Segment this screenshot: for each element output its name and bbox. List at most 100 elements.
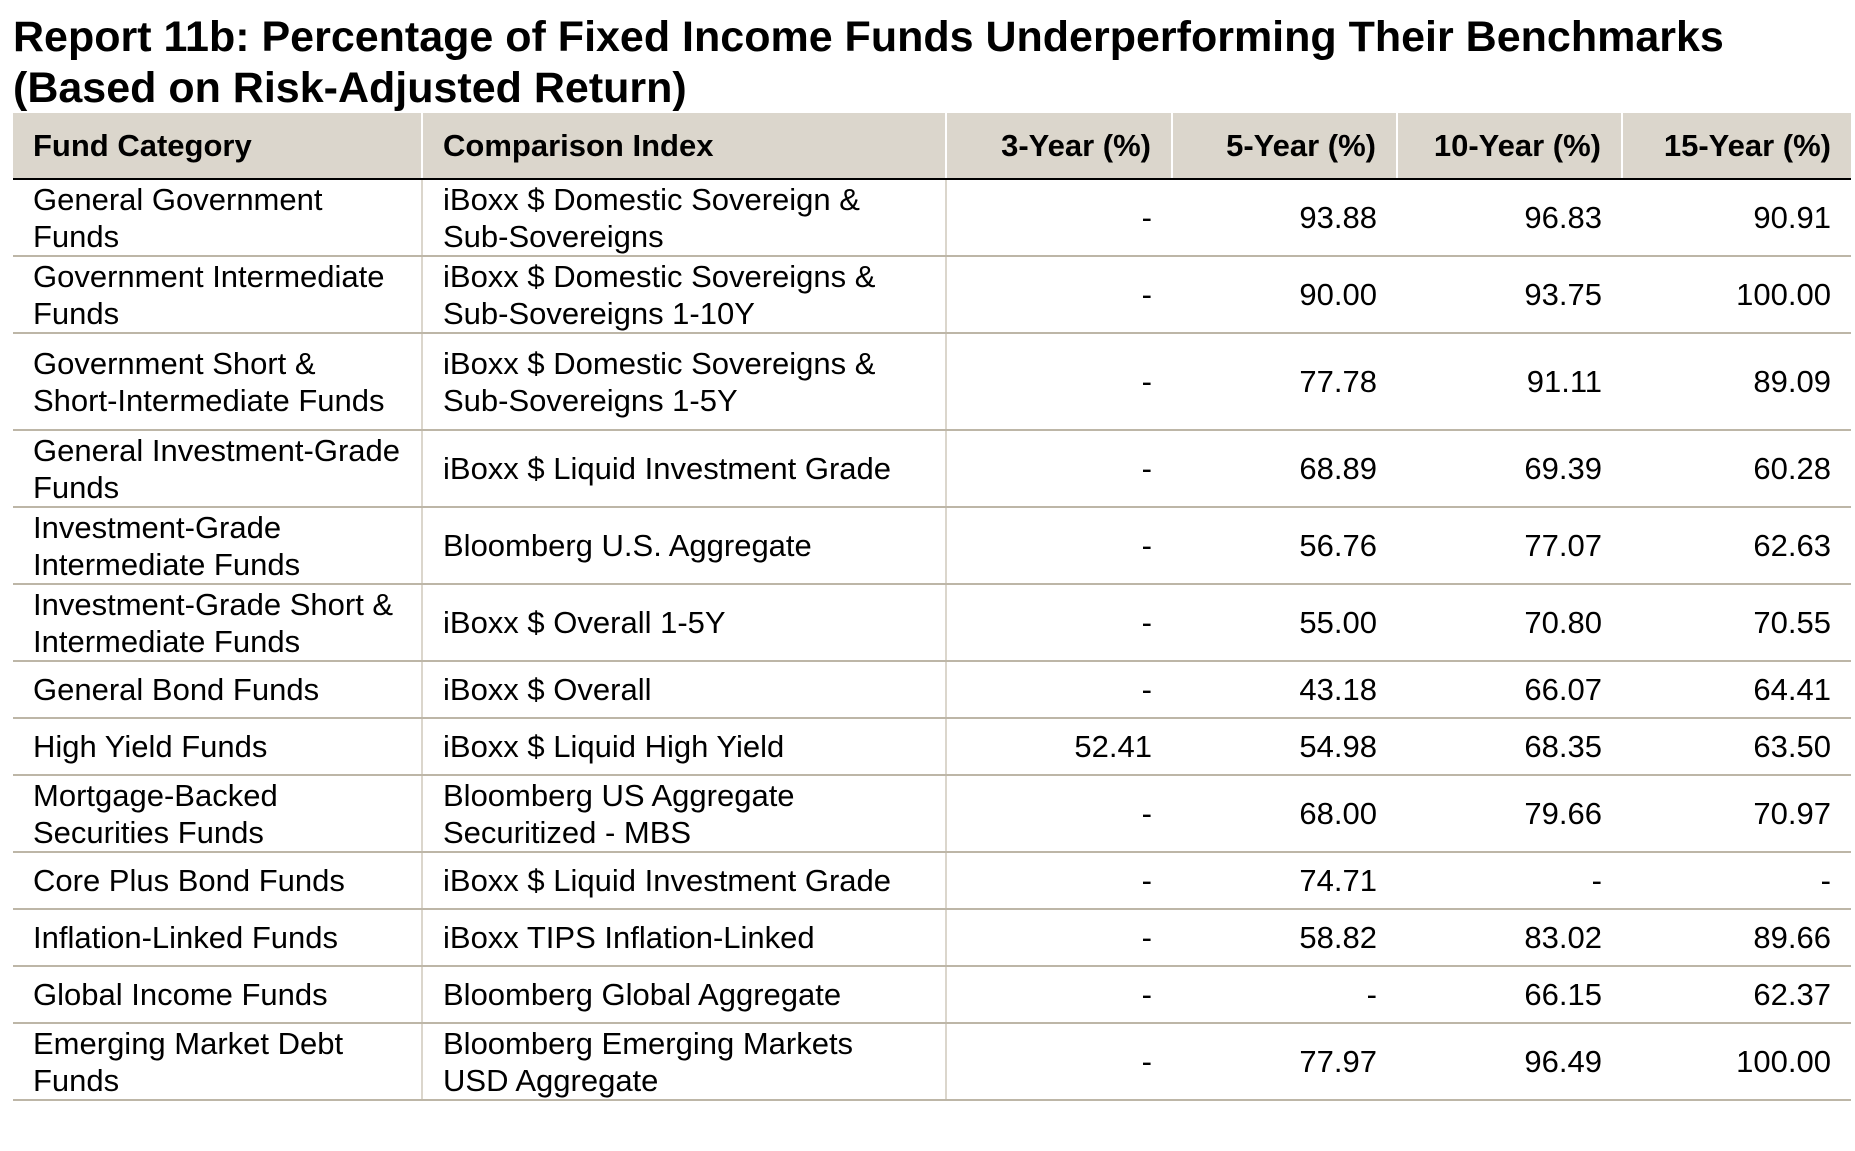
ten-year-value-cell: 77.07	[1397, 507, 1622, 585]
table-row: General Investment-Grade Funds iBoxx $ Li…	[13, 430, 1851, 508]
comparison-index-cell: iBoxx $ Domestic Sovereign & Sub-Soverei…	[422, 179, 946, 257]
three-year-value-cell: -	[945, 507, 1172, 585]
fund-category-cell: Emerging Market Debt Funds	[13, 1023, 423, 1101]
fund-category-cell: Government Short & Short-Intermediate Fu…	[13, 333, 423, 431]
five-year-value-cell: 43.18	[1172, 661, 1397, 719]
ten-year-value-cell: 93.75	[1397, 256, 1622, 334]
header-row: Fund Category Comparison Index 3-Year (%…	[13, 113, 1851, 180]
comparison-index-cell: iBoxx $ Overall	[422, 661, 946, 719]
five-year-value-cell: 90.00	[1172, 256, 1397, 334]
fund-category-cell: General Investment-Grade Funds	[13, 430, 423, 508]
fifteen-year-value-cell: 70.97	[1622, 775, 1851, 853]
five-year-value-cell: 93.88	[1172, 179, 1397, 257]
column-header-5-year: 5-Year (%)	[1172, 113, 1398, 180]
title-line-2: (Based on Risk-Adjusted Return)	[13, 64, 687, 112]
three-year-value-cell: -	[945, 256, 1172, 334]
five-year-value-cell: 54.98	[1172, 718, 1397, 776]
ten-year-value-cell: 68.35	[1397, 718, 1622, 776]
fifteen-year-value-cell: 62.63	[1622, 507, 1851, 585]
table-row: Core Plus Bond Funds iBoxx $ Liquid Inves…	[13, 852, 1851, 910]
fifteen-year-value-cell: 62.37	[1622, 966, 1851, 1024]
table-row: Government Short & Short-Intermediate Fu…	[13, 333, 1851, 431]
comparison-index-cell: Bloomberg Global Aggregate	[422, 966, 946, 1024]
fifteen-year-value-cell: 70.55	[1622, 584, 1851, 662]
ten-year-value-cell: 83.02	[1397, 909, 1622, 967]
comparison-index-cell: iBoxx $ Domestic Sovereigns & Sub-Sovere…	[422, 256, 946, 334]
three-year-value-cell: -	[945, 179, 1172, 257]
five-year-value-cell: 74.71	[1172, 852, 1397, 910]
five-year-value-cell: 55.00	[1172, 584, 1397, 662]
table-row: Global Income Funds Bloomberg Global Aggr…	[13, 966, 1851, 1024]
fifteen-year-value-cell: 89.66	[1622, 909, 1851, 967]
three-year-value-cell: -	[945, 1023, 1172, 1101]
table-row: Emerging Market Debt Funds Bloomberg Emer…	[13, 1023, 1851, 1101]
table-row: General Bond Funds iBoxx $ Overall -43.18 6…	[13, 661, 1851, 719]
table-row: Government Intermediate Funds iBoxx $ Dom…	[13, 256, 1851, 334]
comparison-index-cell: iBoxx $ Liquid Investment Grade	[422, 430, 946, 508]
column-header-comparison-index: Comparison Index	[422, 113, 947, 180]
fund-category-cell: High Yield Funds	[13, 718, 423, 776]
ten-year-value-cell: 70.80	[1397, 584, 1622, 662]
fund-category-cell: Investment-Grade Short & Intermediate Fu…	[13, 584, 423, 662]
fifteen-year-value-cell: 100.00	[1622, 1023, 1851, 1101]
three-year-value-cell: -	[945, 909, 1172, 967]
five-year-value-cell: 77.78	[1172, 333, 1397, 431]
column-header-fund-category: Fund Category	[13, 113, 423, 180]
five-year-value-cell: 68.00	[1172, 775, 1397, 853]
three-year-value-cell: -	[945, 584, 1172, 662]
ten-year-value-cell: 66.07	[1397, 661, 1622, 719]
fifteen-year-value-cell: 100.00	[1622, 256, 1851, 334]
ten-year-value-cell: 79.66	[1397, 775, 1622, 853]
fund-category-cell: Government Intermediate Funds	[13, 256, 423, 334]
ten-year-value-cell: 96.49	[1397, 1023, 1622, 1101]
five-year-value-cell: 58.82	[1172, 909, 1397, 967]
five-year-value-cell: 77.97	[1172, 1023, 1397, 1101]
table-row: General Government Funds iBoxx $ Domestic…	[13, 179, 1851, 257]
three-year-value-cell: -	[945, 775, 1172, 853]
comparison-index-cell: iBoxx $ Liquid Investment Grade	[422, 852, 946, 910]
comparison-index-cell: iBoxx $ Overall 1-5Y	[422, 584, 946, 662]
three-year-value-cell: 52.41	[945, 718, 1172, 776]
table-body: General Government Funds iBoxx $ Domestic…	[13, 179, 1851, 1101]
fund-category-cell: Global Income Funds	[13, 966, 423, 1024]
ten-year-value-cell: 91.11	[1397, 333, 1622, 431]
fifteen-year-value-cell: 60.28	[1622, 430, 1851, 508]
fund-category-cell: General Government Funds	[13, 179, 423, 257]
table-row: Investment-Grade Intermediate Funds Bloom…	[13, 507, 1851, 585]
fund-category-cell: General Bond Funds	[13, 661, 423, 719]
fifteen-year-value-cell: -	[1622, 852, 1851, 910]
five-year-value-cell: 56.76	[1172, 507, 1397, 585]
ten-year-value-cell: 69.39	[1397, 430, 1622, 508]
comparison-index-cell: iBoxx $ Domestic Sovereigns & Sub-Sovere…	[422, 333, 946, 431]
three-year-value-cell: -	[945, 333, 1172, 431]
table-row: Mortgage-Backed Securities Funds Bloomber…	[13, 775, 1851, 853]
report-title: Report 11b: Percentage of Fixed Income F…	[13, 12, 1833, 114]
fifteen-year-value-cell: 64.41	[1622, 661, 1851, 719]
fifteen-year-value-cell: 63.50	[1622, 718, 1851, 776]
fund-underperformance-table: Fund Category Comparison Index 3-Year (%…	[13, 113, 1851, 1101]
ten-year-value-cell: -	[1397, 852, 1622, 910]
fund-category-cell: Mortgage-Backed Securities Funds	[13, 775, 423, 853]
fifteen-year-value-cell: 89.09	[1622, 333, 1851, 431]
comparison-index-cell: Bloomberg U.S. Aggregate	[422, 507, 946, 585]
five-year-value-cell: 68.89	[1172, 430, 1397, 508]
comparison-index-cell: Bloomberg Emerging Markets USD Aggregate	[422, 1023, 946, 1101]
fund-category-cell: Investment-Grade Intermediate Funds	[13, 507, 423, 585]
comparison-index-cell: Bloomberg US Aggregate Securitized - MBS	[422, 775, 946, 853]
fifteen-year-value-cell: 90.91	[1622, 179, 1851, 257]
ten-year-value-cell: 66.15	[1397, 966, 1622, 1024]
three-year-value-cell: -	[945, 430, 1172, 508]
table-row: High Yield Funds iBoxx $ Liquid High Yiel…	[13, 718, 1851, 776]
title-line-1: Report 11b: Percentage of Fixed Income F…	[13, 13, 1724, 61]
column-header-10-year: 10-Year (%)	[1397, 113, 1623, 180]
comparison-index-cell: iBoxx TIPS Inflation-Linked	[422, 909, 946, 967]
ten-year-value-cell: 96.83	[1397, 179, 1622, 257]
five-year-value-cell: -	[1172, 966, 1397, 1024]
three-year-value-cell: -	[945, 852, 1172, 910]
comparison-index-cell: iBoxx $ Liquid High Yield	[422, 718, 946, 776]
table-row: Inflation-Linked Funds iBoxx TIPS Inflati…	[13, 909, 1851, 967]
fund-category-cell: Core Plus Bond Funds	[13, 852, 423, 910]
column-header-3-year: 3-Year (%)	[946, 113, 1173, 180]
column-header-15-year: 15-Year (%)	[1622, 113, 1851, 180]
three-year-value-cell: -	[945, 661, 1172, 719]
